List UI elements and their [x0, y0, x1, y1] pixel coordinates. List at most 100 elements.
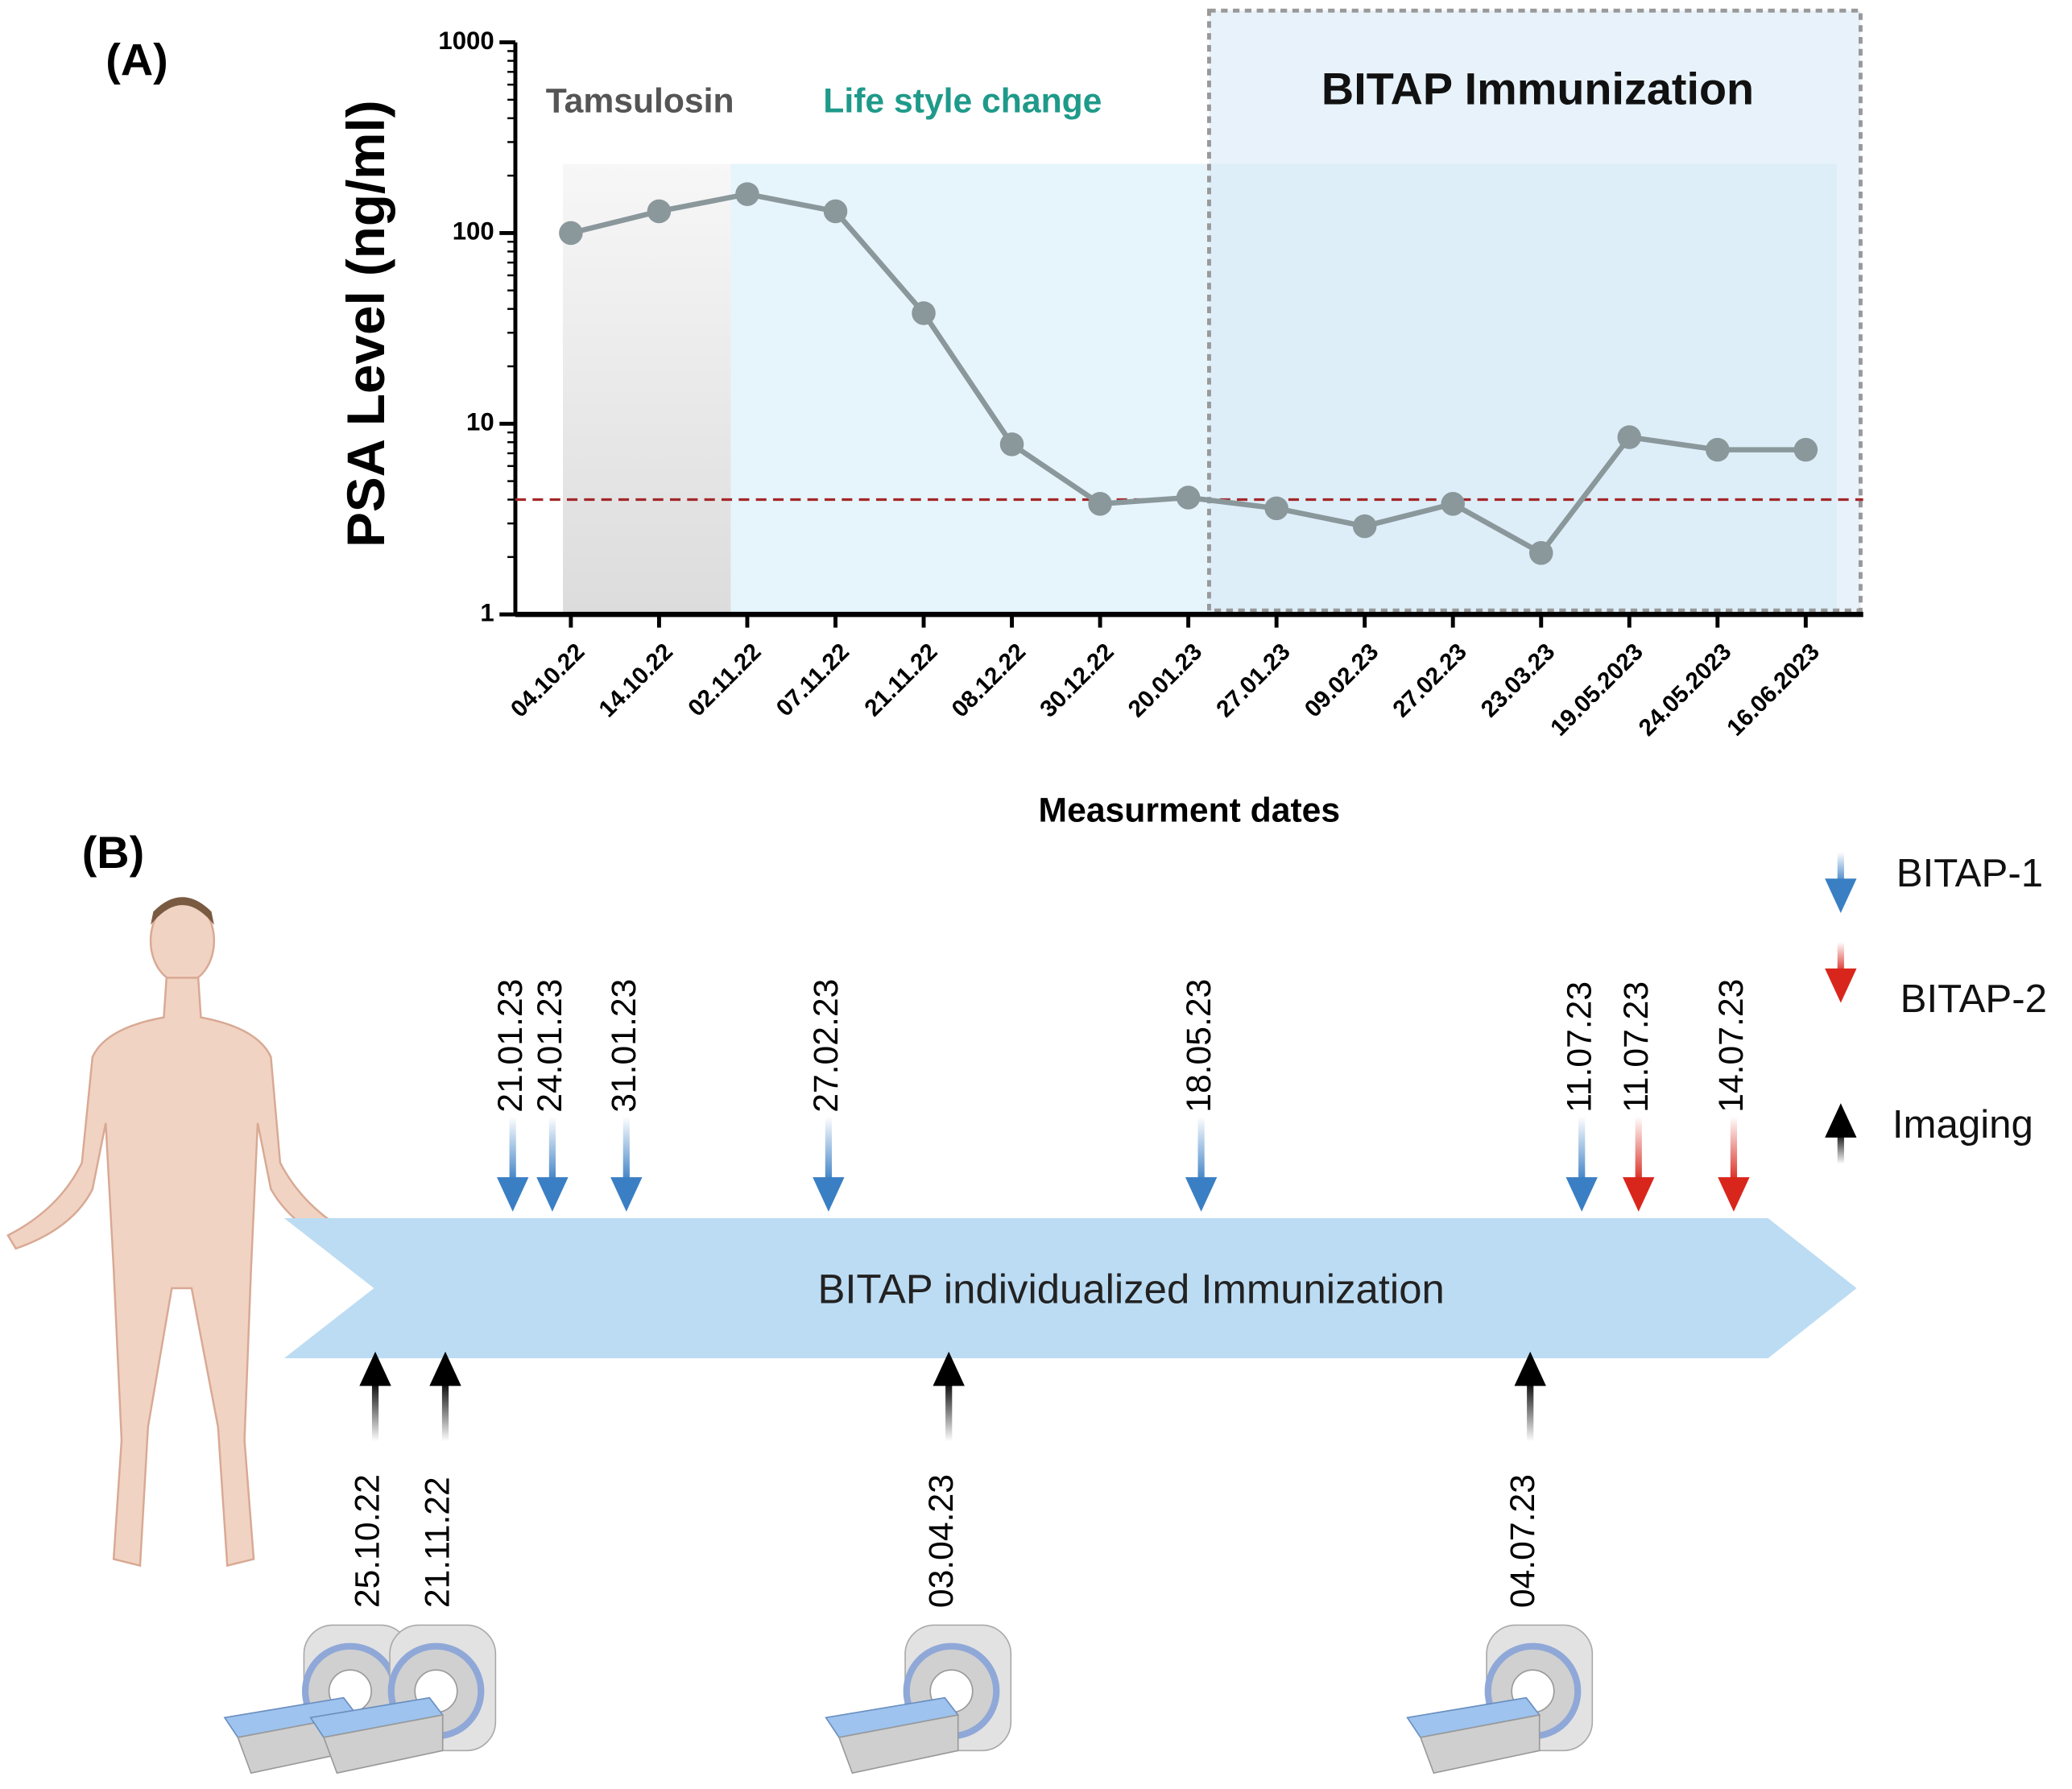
data-point [1352, 514, 1377, 539]
data-point [1264, 496, 1288, 521]
x-tick-label: 24.05.2023 [1634, 638, 1737, 742]
timeline-events: BITAP-1 21.01.23 24.01.23 31.01.23 27.02.23 1… [349, 851, 2047, 1608]
legend-label: Imaging [1892, 1102, 2033, 1147]
x-tick-label: 19.05.2023 [1545, 638, 1648, 742]
arrow-shaft [1730, 1116, 1738, 1183]
data-point [999, 432, 1024, 457]
data-point [912, 301, 936, 325]
imaging-date: 21.11.22 [419, 1477, 457, 1608]
timeline-title: BITAP individualized Immunization [817, 1266, 1444, 1312]
phase-label: Life style change [823, 81, 1102, 120]
arrow-head [496, 1177, 529, 1212]
event-date: 24.01.23 [531, 979, 569, 1113]
arrow-shaft [622, 1116, 630, 1183]
x-tick-label: 27.01.23 [1211, 638, 1296, 723]
arrow-shaft [371, 1380, 379, 1442]
arrow-shaft [945, 1380, 953, 1442]
arrow [1825, 852, 1857, 913]
phase-label: Tamsulosin [546, 81, 734, 120]
x-tick-label: 08.12.22 [947, 638, 1032, 723]
arrow-head [1825, 1103, 1857, 1138]
data-point [1793, 437, 1818, 462]
arrow-head [813, 1177, 845, 1212]
data-point [1176, 485, 1201, 510]
x-tick-label: 30.12.22 [1035, 638, 1119, 723]
event-date: 31.01.23 [605, 979, 643, 1113]
imaging-date: 04.07.23 [1503, 1474, 1542, 1608]
arrow [1185, 1116, 1218, 1212]
legend-label: BITAP-1 [1896, 851, 2043, 895]
arrow [1514, 1351, 1546, 1442]
data-point [559, 221, 583, 246]
x-tick-label: 09.02.23 [1300, 638, 1384, 723]
event-date: 27.02.23 [807, 979, 846, 1113]
event-date: 14.07.23 [1712, 979, 1751, 1113]
timeline-arrow [283, 1218, 1857, 1358]
arrow-head [359, 1351, 391, 1386]
arrow [496, 1116, 529, 1212]
arrow-shaft [509, 1116, 516, 1183]
arrow-head [1825, 968, 1857, 1003]
arrow [813, 1116, 845, 1212]
arrow-shaft [1837, 942, 1844, 974]
arrow-shaft [1837, 1132, 1844, 1164]
arrow-head [429, 1351, 461, 1386]
arrow-shaft [441, 1380, 449, 1442]
phase-box [1207, 8, 1863, 613]
arrow-shaft [1527, 1380, 1534, 1442]
arrow-head [933, 1351, 965, 1386]
arrow [359, 1351, 391, 1442]
arrow-head [536, 1177, 569, 1212]
x-tick-label: 04.10.22 [506, 638, 590, 723]
event-date: 18.05.23 [1180, 979, 1218, 1113]
arrow-shaft [1837, 852, 1844, 884]
arrow-head [1825, 878, 1857, 913]
scanner [826, 1625, 1011, 1773]
data-point [1617, 425, 1642, 449]
event-date: 21.01.23 [491, 979, 530, 1113]
x-tick-label: 21.11.22 [859, 638, 942, 721]
arrow-shaft [548, 1116, 556, 1183]
data-point [735, 182, 759, 206]
arrow-head [610, 1177, 643, 1212]
panel-label: (A) [105, 35, 167, 85]
data-point [1441, 492, 1465, 516]
event-date: 11.07.23 [1617, 981, 1656, 1113]
event-date: 11.07.23 [1560, 981, 1598, 1113]
arrow-head [1185, 1177, 1218, 1212]
data-point [1528, 541, 1553, 565]
y-tick-label: 1 [480, 598, 494, 626]
data-point [823, 199, 848, 224]
scanner [1408, 1625, 1593, 1773]
x-tick-label: 07.11.22 [771, 638, 854, 721]
arrow [429, 1351, 461, 1442]
y-tick-label: 1000 [438, 27, 494, 55]
phase-label: BITAP Immunization [1321, 64, 1754, 114]
arrow [1718, 1116, 1750, 1212]
phase-shade [563, 163, 731, 615]
arrow-shaft [1197, 1116, 1205, 1183]
arrow [933, 1351, 965, 1442]
data-point [1088, 492, 1112, 516]
imaging-date: 25.10.22 [349, 1474, 387, 1608]
arrow-head [1565, 1177, 1598, 1212]
arrow [1623, 1116, 1655, 1212]
arrow-shaft [825, 1116, 832, 1183]
y-axis-title: PSA Level (ng/ml) [337, 100, 395, 547]
legend-label: BITAP-2 [1900, 977, 2047, 1021]
y-tick-label: 10 [466, 408, 494, 436]
arrow-head [1514, 1351, 1546, 1386]
x-tick-label: 20.01.23 [1123, 638, 1208, 723]
arrow [1565, 1116, 1598, 1212]
arrow [1825, 942, 1857, 1003]
arrow-head [1623, 1177, 1655, 1212]
x-tick-label: 14.10.22 [593, 638, 678, 723]
human-figure [6, 897, 356, 1568]
imaging-date: 03.04.23 [922, 1474, 961, 1608]
x-axis-title: Measurment dates [1039, 791, 1341, 830]
arrow [536, 1116, 569, 1212]
arrow [1825, 1103, 1857, 1164]
scanners [225, 1625, 1592, 1773]
